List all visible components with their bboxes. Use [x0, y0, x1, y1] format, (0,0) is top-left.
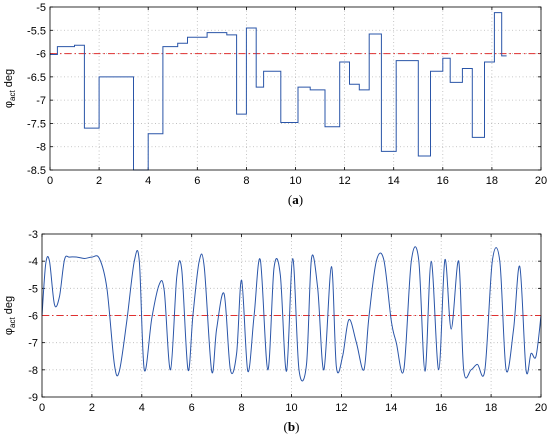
x-tick-label: 16: [435, 402, 447, 414]
x-tick-label: 0: [39, 402, 45, 414]
y-tick-label: -5.5: [27, 25, 46, 37]
y-axis-label: φact deg: [3, 296, 17, 335]
y-tick-label: -9: [28, 392, 38, 404]
panel-label-close: ): [295, 419, 299, 434]
y-tick-label: -7.5: [27, 118, 46, 130]
y-tick-label: -7: [28, 338, 38, 350]
y-tick-label: -8: [28, 365, 38, 377]
panel-label-open: (: [288, 192, 292, 207]
y-tick-label: -6.5: [27, 72, 46, 84]
x-tick-label: 10: [285, 402, 297, 414]
y-tick-label: -8: [36, 142, 46, 154]
panel-b: 0 2 4 6 8 10 12 14 16 18 20 -3 -4 -5 -6 -7 -8 -9 φact deg (b…: [3, 229, 547, 434]
panel-a: 0 2 4 6 8 10 12 14 16 18 20 -5 -5.5 -6 -6.5 -7 -7.5 -8 -8.…: [3, 2, 547, 207]
y-axis-label: φact deg: [3, 69, 17, 108]
y-axis-label-unit: deg: [3, 296, 15, 314]
x-tick-label: 18: [485, 402, 497, 414]
y-tick-label: -5: [28, 283, 38, 295]
y-tick-label: -7: [36, 95, 46, 107]
y-tick-label: -6: [28, 311, 38, 323]
x-tick-label: 16: [437, 175, 449, 187]
x-tick-label: 2: [96, 175, 102, 187]
panel-label-open: (: [284, 419, 288, 434]
panel-label-letter: a: [292, 192, 299, 207]
x-tick-label: 2: [89, 402, 95, 414]
y-axis-label-symbol: φ: [3, 101, 15, 108]
x-tick-label: 14: [385, 402, 397, 414]
x-tick-label: 12: [338, 175, 350, 187]
y-axis-label-unit: deg: [3, 69, 15, 87]
x-tick-label: 12: [335, 402, 347, 414]
x-tick-label: 10: [289, 175, 301, 187]
x-tick-label: 20: [535, 175, 547, 187]
panel-label: (b): [284, 419, 300, 434]
y-tick-label: -6: [36, 49, 46, 61]
x-tick-label: 18: [486, 175, 498, 187]
x-tick-label: 4: [145, 175, 151, 187]
x-tick-label: 6: [189, 402, 195, 414]
y-axis-label-subscript: act: [8, 89, 17, 100]
panel-label-letter: b: [288, 419, 295, 434]
y-axis-label-symbol: φ: [3, 328, 15, 335]
x-tick-label: 0: [47, 175, 53, 187]
panel-label: (a): [288, 192, 303, 207]
plot-frame: [49, 6, 542, 171]
y-tick-label: -8.5: [27, 165, 46, 177]
y-tick-label: -4: [28, 256, 38, 268]
x-tick-label: 4: [139, 402, 145, 414]
panel-label-close: ): [299, 192, 303, 207]
y-axis-label-subscript: act: [8, 316, 17, 327]
x-tick-label: 14: [388, 175, 400, 187]
x-tick-label: 8: [239, 402, 245, 414]
y-tick-label: -5: [36, 2, 46, 14]
x-tick-label: 20: [535, 402, 547, 414]
y-tick-label: -3: [28, 229, 38, 241]
x-tick-label: 8: [243, 175, 249, 187]
plot-frame: [41, 233, 542, 398]
x-tick-label: 6: [194, 175, 200, 187]
series-line: [41, 246, 542, 382]
